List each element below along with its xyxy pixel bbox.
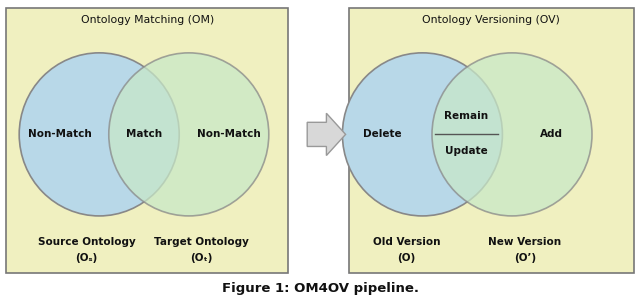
FancyBboxPatch shape <box>349 8 634 273</box>
Ellipse shape <box>342 53 502 216</box>
Ellipse shape <box>432 53 592 216</box>
Ellipse shape <box>19 53 179 216</box>
Ellipse shape <box>109 53 269 216</box>
Text: (Oₜ): (Oₜ) <box>191 253 212 263</box>
Text: Source Ontology: Source Ontology <box>38 236 135 247</box>
Text: Non-Match: Non-Match <box>196 129 260 140</box>
Text: Ontology Matching (OM): Ontology Matching (OM) <box>81 15 214 25</box>
Text: New Version: New Version <box>488 236 561 247</box>
Text: (Oₛ): (Oₛ) <box>76 253 97 263</box>
Text: Remain: Remain <box>444 111 488 121</box>
Text: Old Version: Old Version <box>372 236 440 247</box>
Text: (O): (O) <box>397 253 415 263</box>
Text: Ontology Versioning (OV): Ontology Versioning (OV) <box>422 15 560 25</box>
Text: Delete: Delete <box>363 129 401 140</box>
Polygon shape <box>307 113 346 156</box>
Text: Add: Add <box>540 129 563 140</box>
Text: Figure 1: OM4OV pipeline.: Figure 1: OM4OV pipeline. <box>221 282 419 295</box>
FancyBboxPatch shape <box>6 8 288 273</box>
Text: Match: Match <box>126 129 162 140</box>
Text: Target Ontology: Target Ontology <box>154 236 249 247</box>
Text: Non-Match: Non-Match <box>28 129 92 140</box>
Text: (O’): (O’) <box>514 253 536 263</box>
Text: Update: Update <box>445 146 487 156</box>
